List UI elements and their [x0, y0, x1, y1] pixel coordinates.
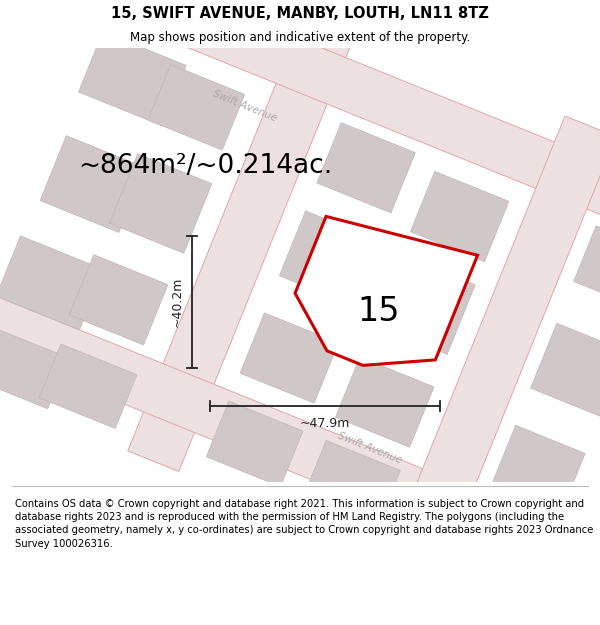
Polygon shape	[240, 313, 338, 403]
Polygon shape	[79, 32, 187, 126]
Polygon shape	[0, 326, 68, 409]
Text: ~40.2m: ~40.2m	[170, 276, 184, 327]
Polygon shape	[335, 357, 434, 447]
Text: 15, SWIFT AVENUE, MANBY, LOUTH, LN11 8TZ: 15, SWIFT AVENUE, MANBY, LOUTH, LN11 8TZ	[111, 6, 489, 21]
Text: 15: 15	[358, 296, 400, 328]
Polygon shape	[128, 11, 356, 471]
Polygon shape	[148, 64, 245, 150]
Polygon shape	[40, 136, 145, 232]
Polygon shape	[373, 255, 475, 354]
Polygon shape	[410, 171, 509, 262]
Polygon shape	[295, 216, 478, 366]
Text: Swift Avenue: Swift Avenue	[337, 431, 404, 465]
Polygon shape	[39, 344, 137, 429]
Polygon shape	[70, 254, 168, 345]
Text: ~864m²/~0.214ac.: ~864m²/~0.214ac.	[78, 152, 332, 179]
Polygon shape	[280, 211, 380, 306]
Polygon shape	[206, 401, 303, 487]
Polygon shape	[317, 122, 415, 213]
Text: ~47.9m: ~47.9m	[300, 418, 350, 431]
Polygon shape	[0, 236, 104, 330]
Polygon shape	[0, 278, 553, 569]
Polygon shape	[574, 226, 600, 309]
Polygon shape	[110, 154, 212, 253]
Polygon shape	[530, 323, 600, 416]
Polygon shape	[491, 425, 585, 514]
Polygon shape	[63, 0, 600, 241]
Text: Swift Avenue: Swift Avenue	[211, 88, 278, 123]
Text: Contains OS data © Crown copyright and database right 2021. This information is : Contains OS data © Crown copyright and d…	[15, 499, 593, 549]
Polygon shape	[304, 441, 400, 524]
Polygon shape	[388, 116, 600, 576]
Text: Map shows position and indicative extent of the property.: Map shows position and indicative extent…	[130, 31, 470, 44]
